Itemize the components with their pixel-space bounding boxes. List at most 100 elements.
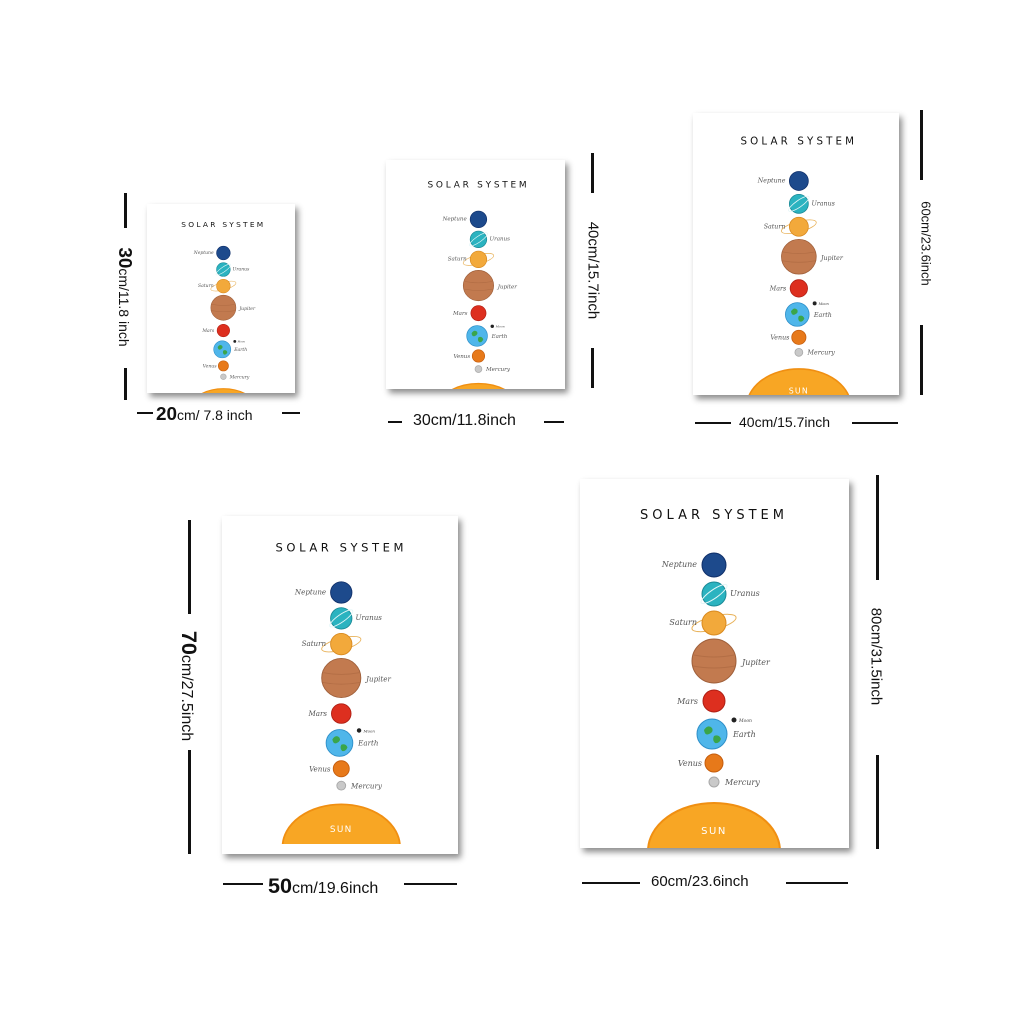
planet-label-saturn: Saturn bbox=[302, 639, 327, 648]
width-label-40x60: 40cm/15.7inch bbox=[739, 414, 831, 430]
height-line-bottom bbox=[876, 755, 879, 849]
planet-mercury-icon bbox=[336, 780, 347, 791]
width-line-right bbox=[786, 882, 848, 884]
moon-label: Moon bbox=[495, 325, 505, 329]
planet-venus-icon bbox=[332, 760, 350, 778]
planet-label-uranus: Uranus bbox=[355, 613, 382, 622]
planet-saturn-icon bbox=[781, 216, 817, 237]
width-line-left bbox=[582, 882, 640, 884]
width-line-left bbox=[137, 412, 153, 414]
poster-40x60: SOLAR SYSTEM SUN Neptune Uranus Saturn Jupite… bbox=[693, 113, 899, 395]
planet-label-uranus: Uranus bbox=[811, 200, 835, 207]
poster-60x80: SOLAR SYSTEM SUN Neptune Uranus Saturn Jupite… bbox=[580, 479, 849, 848]
sun-label: SUN bbox=[789, 386, 809, 395]
planet-label-jupiter: Jupiter bbox=[819, 255, 844, 262]
moon-label: Moon bbox=[237, 341, 246, 344]
planet-label-mercury: Mercury bbox=[485, 367, 511, 373]
sun-label: SUN bbox=[330, 825, 353, 835]
planet-label-mars: Mars bbox=[201, 328, 215, 334]
planet-label-mercury: Mercury bbox=[724, 778, 760, 787]
planet-jupiter-icon bbox=[462, 270, 494, 302]
planet-saturn-icon bbox=[210, 278, 237, 294]
width-line-right bbox=[544, 421, 564, 423]
planet-label-earth: Earth bbox=[813, 312, 832, 319]
planet-label-neptune: Neptune bbox=[757, 178, 786, 185]
sun-label: SUN bbox=[701, 826, 727, 837]
poster-title: SOLAR SYSTEM bbox=[640, 508, 788, 523]
sun-icon bbox=[451, 382, 506, 389]
planet-label-jupiter: Jupiter bbox=[497, 284, 517, 290]
planet-label-earth: Earth bbox=[732, 730, 756, 739]
sun-icon bbox=[647, 802, 781, 848]
planet-label-saturn: Saturn bbox=[448, 257, 467, 263]
planet-jupiter-icon bbox=[781, 239, 817, 275]
planet-label-saturn: Saturn bbox=[198, 283, 214, 289]
planet-jupiter-icon bbox=[321, 657, 362, 699]
planet-label-mars: Mars bbox=[769, 286, 787, 293]
planet-label-earth: Earth bbox=[233, 347, 247, 353]
planet-uranus-icon bbox=[329, 607, 354, 630]
planet-mars-icon bbox=[216, 323, 230, 338]
planet-mercury-icon bbox=[708, 776, 720, 788]
planet-uranus-icon bbox=[469, 230, 488, 248]
height-label-40x60: 60cm/23.6inch bbox=[918, 201, 934, 286]
width-line-left bbox=[695, 422, 731, 424]
planet-label-mars: Mars bbox=[307, 709, 327, 718]
planet-label-venus: Venus bbox=[678, 759, 702, 768]
height-label-20x30: 30cm/11.8 inch bbox=[114, 247, 135, 347]
planet-mars-icon bbox=[470, 305, 487, 322]
planet-label-venus: Venus bbox=[770, 335, 790, 342]
height-line-top bbox=[876, 475, 879, 580]
planet-label-jupiter: Jupiter bbox=[740, 658, 771, 667]
planet-label-mercury: Mercury bbox=[807, 350, 836, 357]
poster-title: SOLAR SYSTEM bbox=[276, 541, 407, 555]
planet-earth-icon: Moon bbox=[696, 717, 752, 750]
planet-neptune-icon bbox=[788, 171, 809, 191]
height-line-bottom bbox=[920, 325, 923, 395]
poster-20x30: SOLAR SYSTEM SUN Neptune Uranus Saturn Jupite… bbox=[147, 204, 295, 393]
poster-title: SOLAR SYSTEM bbox=[741, 136, 858, 148]
planet-mercury-icon bbox=[794, 348, 804, 357]
width-label-30x40: 30cm/11.8inch bbox=[413, 412, 516, 429]
planet-label-venus: Venus bbox=[309, 764, 331, 773]
planet-uranus-icon bbox=[215, 262, 232, 277]
planet-saturn-icon bbox=[321, 633, 362, 656]
width-line-left bbox=[223, 883, 263, 885]
height-line-top bbox=[591, 153, 594, 193]
planet-earth-icon: Moon bbox=[325, 728, 376, 757]
width-line-right bbox=[404, 883, 457, 885]
planet-venus-icon bbox=[471, 349, 486, 363]
poster-title: SOLAR SYSTEM bbox=[427, 181, 529, 191]
planet-label-earth: Earth bbox=[491, 334, 508, 340]
planet-label-jupiter: Jupiter bbox=[238, 306, 256, 312]
height-line-bottom bbox=[188, 750, 191, 854]
planet-label-earth: Earth bbox=[357, 739, 378, 748]
planet-neptune-icon bbox=[701, 552, 727, 578]
planet-jupiter-icon bbox=[210, 294, 237, 321]
height-line-bottom bbox=[124, 368, 127, 400]
planet-label-mars: Mars bbox=[452, 311, 468, 317]
planet-label-mercury: Mercury bbox=[350, 781, 383, 790]
height-label-60x80: 80cm/31.5inch bbox=[867, 607, 885, 706]
planet-earth-icon: Moon bbox=[785, 301, 830, 327]
width-label-50x70: 50cm/19.6inch bbox=[268, 873, 379, 898]
poster-30x40: SOLAR SYSTEM SUN Neptune Uranus Saturn Jupite… bbox=[386, 160, 565, 389]
moon-label: Moon bbox=[363, 728, 376, 733]
planet-label-mars: Mars bbox=[676, 697, 698, 706]
planet-label-jupiter: Jupiter bbox=[364, 675, 391, 684]
height-line-top bbox=[920, 110, 923, 180]
planet-mars-icon bbox=[789, 279, 808, 298]
planet-label-uranus: Uranus bbox=[232, 267, 250, 273]
planet-label-uranus: Uranus bbox=[730, 589, 760, 598]
planet-label-saturn: Saturn bbox=[669, 618, 697, 627]
planet-venus-icon bbox=[217, 360, 229, 372]
planet-mars-icon bbox=[331, 703, 352, 724]
planet-saturn-icon bbox=[691, 610, 737, 636]
moon-label: Moon bbox=[818, 302, 830, 306]
planet-saturn-icon bbox=[462, 250, 495, 268]
width-line-left bbox=[388, 421, 402, 423]
planet-label-neptune: Neptune bbox=[193, 250, 214, 256]
width-line-right bbox=[282, 412, 300, 414]
planet-label-neptune: Neptune bbox=[294, 587, 326, 596]
planet-mercury-icon bbox=[220, 373, 227, 380]
